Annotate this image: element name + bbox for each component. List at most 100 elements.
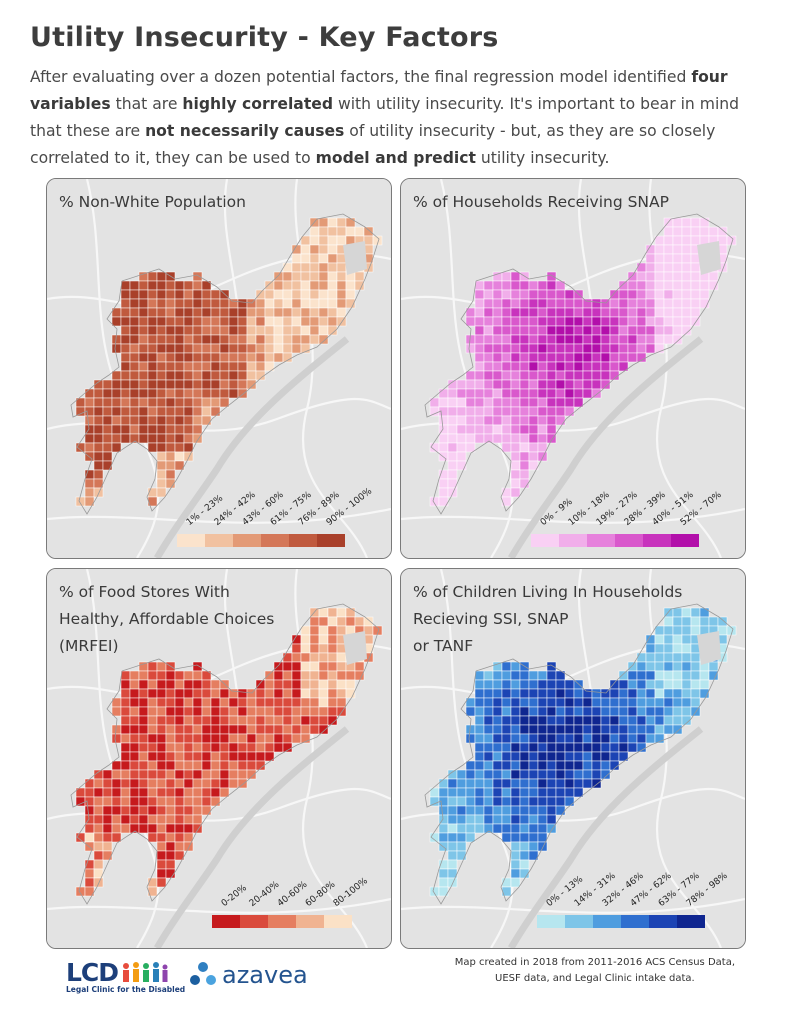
- census-tract: [183, 769, 194, 780]
- census-tract: [663, 706, 674, 717]
- census-tract: [345, 670, 356, 681]
- census-tract: [219, 688, 230, 699]
- census-tract: [210, 697, 221, 708]
- census-tract: [273, 670, 284, 681]
- census-tract: [519, 415, 530, 426]
- census-tract: [447, 397, 458, 408]
- census-tract: [573, 724, 584, 735]
- census-tract: [174, 424, 185, 435]
- census-tract: [93, 469, 104, 480]
- census-tract: [573, 352, 584, 363]
- census-tract: [174, 733, 185, 744]
- census-tract: [192, 370, 203, 381]
- census-tract: [318, 688, 329, 699]
- census-tract: [147, 415, 158, 426]
- census-tract: [165, 298, 176, 309]
- census-tract: [537, 388, 548, 399]
- census-tract: [501, 370, 512, 381]
- map-title: % of Children Living In Households Recie…: [413, 583, 683, 655]
- census-tract: [546, 334, 557, 345]
- census-tract: [510, 469, 521, 480]
- census-tract: [273, 706, 284, 717]
- census-tract: [681, 715, 692, 726]
- census-tract: [138, 424, 149, 435]
- census-tract: [255, 760, 266, 771]
- census-tract: [564, 298, 575, 309]
- census-tract: [183, 751, 194, 762]
- census-tract: [474, 751, 485, 762]
- census-tract: [654, 253, 665, 264]
- census-tract: [555, 769, 566, 780]
- census-tract: [663, 235, 674, 246]
- census-tract: [300, 733, 311, 744]
- census-tract: [228, 706, 239, 717]
- census-tract: [537, 814, 548, 825]
- census-tract: [627, 280, 638, 291]
- census-tract: [537, 334, 548, 345]
- census-tract: [699, 289, 710, 300]
- azavea-logo: azavea: [188, 960, 308, 990]
- legend-swatch: [317, 534, 345, 547]
- census-tract: [84, 868, 95, 879]
- census-tract: [573, 361, 584, 372]
- census-tract: [537, 715, 548, 726]
- census-tract: [201, 343, 212, 354]
- census-tract: [483, 814, 494, 825]
- census-tract: [327, 217, 338, 228]
- census-tract: [192, 814, 203, 825]
- census-tract: [627, 724, 638, 735]
- census-tract: [354, 271, 365, 282]
- source-note: Map created in 2018 from 2011-2016 ACS C…: [454, 957, 735, 984]
- census-tract: [447, 442, 458, 453]
- census-tract: [309, 289, 320, 300]
- census-tract: [465, 778, 476, 789]
- census-tract: [582, 361, 593, 372]
- census-tract: [636, 316, 647, 327]
- census-tract: [210, 769, 221, 780]
- census-tract: [120, 361, 131, 372]
- census-tract: [129, 679, 140, 690]
- census-tract: [84, 433, 95, 444]
- census-tract: [228, 697, 239, 708]
- census-tract: [183, 805, 194, 816]
- census-tract: [129, 352, 140, 363]
- census-tract: [201, 388, 212, 399]
- census-tract: [483, 697, 494, 708]
- census-tract: [210, 724, 221, 735]
- census-tract: [237, 760, 248, 771]
- census-tract: [690, 316, 701, 327]
- census-tract: [84, 805, 95, 816]
- census-tract: [129, 733, 140, 744]
- census-tract: [519, 298, 530, 309]
- census-tract: [528, 670, 539, 681]
- census-tract: [564, 334, 575, 345]
- census-tract: [465, 706, 476, 717]
- census-tract: [573, 787, 584, 798]
- census-tract: [291, 298, 302, 309]
- census-tract: [228, 742, 239, 753]
- census-tract: [510, 724, 521, 735]
- census-tract: [474, 688, 485, 699]
- census-tract: [528, 769, 539, 780]
- census-tract: [147, 805, 158, 816]
- census-tract: [456, 388, 467, 399]
- census-tract: [564, 307, 575, 318]
- census-tract: [174, 715, 185, 726]
- census-tract: [192, 661, 203, 672]
- census-tract: [183, 397, 194, 408]
- census-tract: [138, 670, 149, 681]
- census-tract: [582, 769, 593, 780]
- census-tract: [564, 706, 575, 717]
- census-tract: [147, 334, 158, 345]
- census-tract: [438, 478, 449, 489]
- census-tract: [228, 307, 239, 318]
- census-tract: [192, 805, 203, 816]
- census-tract: [528, 805, 539, 816]
- census-tract: [438, 388, 449, 399]
- census-tract: [600, 334, 611, 345]
- census-tract: [282, 262, 293, 273]
- census-tract: [501, 298, 512, 309]
- census-tract: [465, 343, 476, 354]
- census-tract: [519, 850, 530, 861]
- census-tract: [564, 697, 575, 708]
